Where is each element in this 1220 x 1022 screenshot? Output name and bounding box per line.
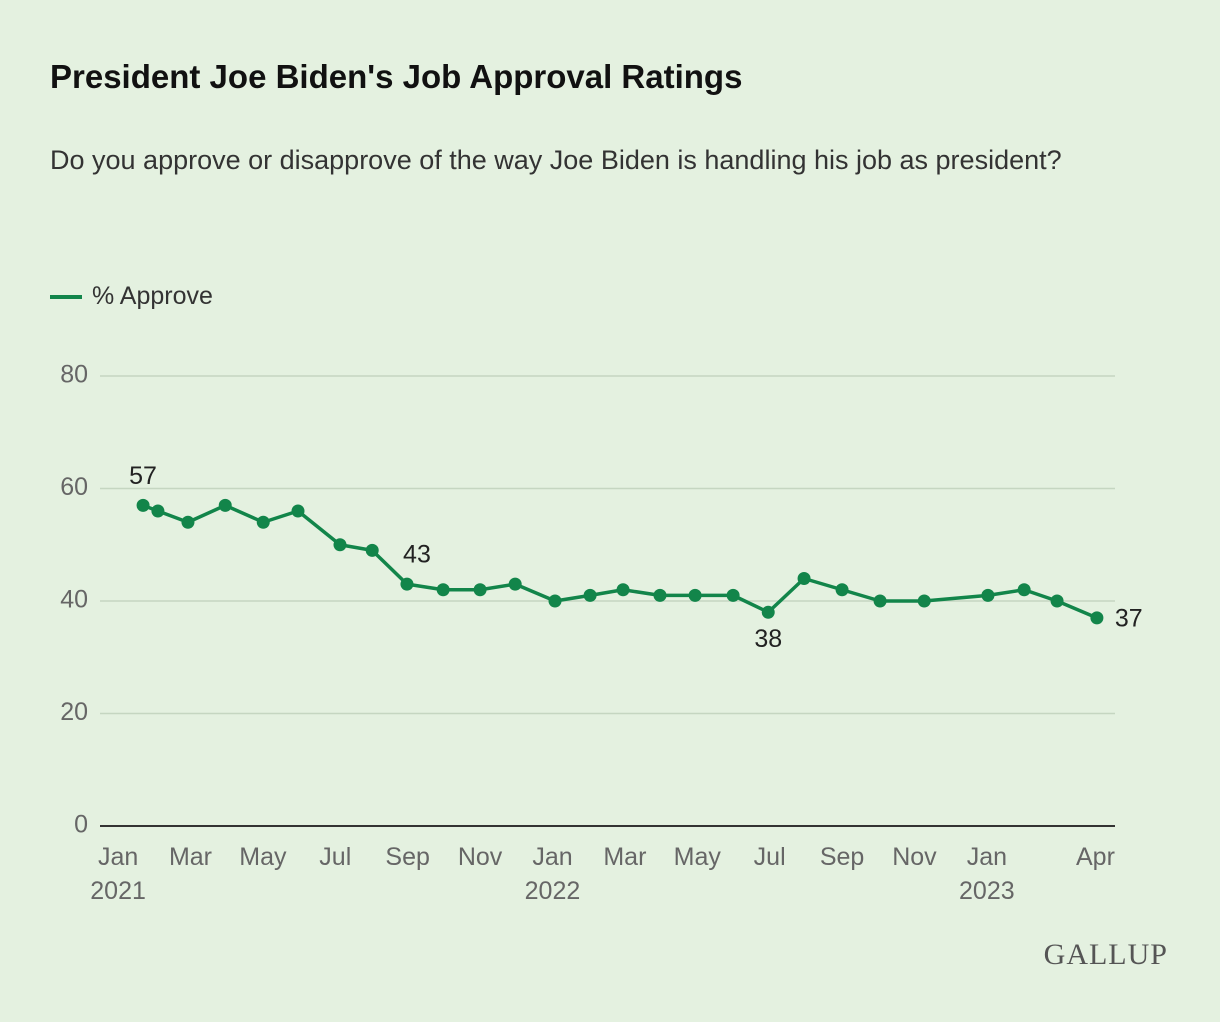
y-tick-label: 80 — [60, 361, 88, 389]
x-tick-label: Jul — [319, 843, 352, 871]
data-label: 37 — [1115, 604, 1143, 632]
point — [218, 498, 232, 512]
point — [508, 577, 522, 591]
point — [616, 583, 630, 597]
point — [761, 605, 775, 619]
chart-subtitle: Do you approve or disapprove of the way … — [50, 145, 1062, 175]
point — [333, 538, 347, 552]
point — [873, 594, 887, 608]
legend-label: % Approve — [92, 282, 213, 310]
point — [688, 588, 702, 602]
data-label: 38 — [754, 625, 782, 653]
x-tick-label: Sep — [385, 843, 430, 871]
y-tick-label: 20 — [60, 698, 88, 726]
point — [151, 504, 165, 518]
y-tick-label: 0 — [74, 811, 88, 839]
point — [1017, 583, 1031, 597]
point — [1050, 594, 1064, 608]
x-tick-label: May — [673, 843, 721, 871]
point — [653, 588, 667, 602]
point — [400, 577, 414, 591]
legend: % Approve — [50, 282, 213, 311]
legend-swatch — [50, 294, 82, 299]
point — [436, 583, 450, 597]
point — [726, 588, 740, 602]
x-tick-label: Mar — [168, 843, 213, 871]
chart-title: President Joe Biden's Job Approval Ratin… — [50, 58, 743, 95]
x-tick-label: Jan 2022 — [524, 843, 581, 905]
y-tick-label: 40 — [60, 586, 88, 614]
point — [136, 498, 150, 512]
point — [981, 588, 995, 602]
point — [473, 583, 487, 597]
point — [797, 572, 811, 585]
y-tick-label: 60 — [60, 473, 88, 501]
data-label: 43 — [403, 541, 431, 569]
x-tick-label: Jul — [753, 843, 786, 871]
point — [291, 504, 305, 518]
point — [548, 594, 562, 608]
x-tick-label: Jan 2023 — [959, 843, 1015, 905]
x-tick-label: Apr — [1075, 843, 1115, 871]
point — [583, 588, 597, 602]
point — [365, 543, 379, 557]
point — [835, 583, 849, 597]
x-tick-label: Jan 2021 — [90, 843, 146, 905]
point — [181, 515, 195, 529]
source: GALLUP — [1043, 938, 1168, 971]
point — [1090, 611, 1104, 625]
x-tick-label: Nov — [892, 843, 937, 871]
point — [256, 515, 270, 529]
point — [917, 594, 931, 608]
x-tick-label: May — [239, 843, 287, 871]
x-tick-label: Sep — [819, 843, 865, 871]
data-label: 57 — [129, 462, 157, 490]
x-tick-label: Nov — [457, 843, 503, 871]
x-tick-label: Mar — [603, 843, 647, 871]
